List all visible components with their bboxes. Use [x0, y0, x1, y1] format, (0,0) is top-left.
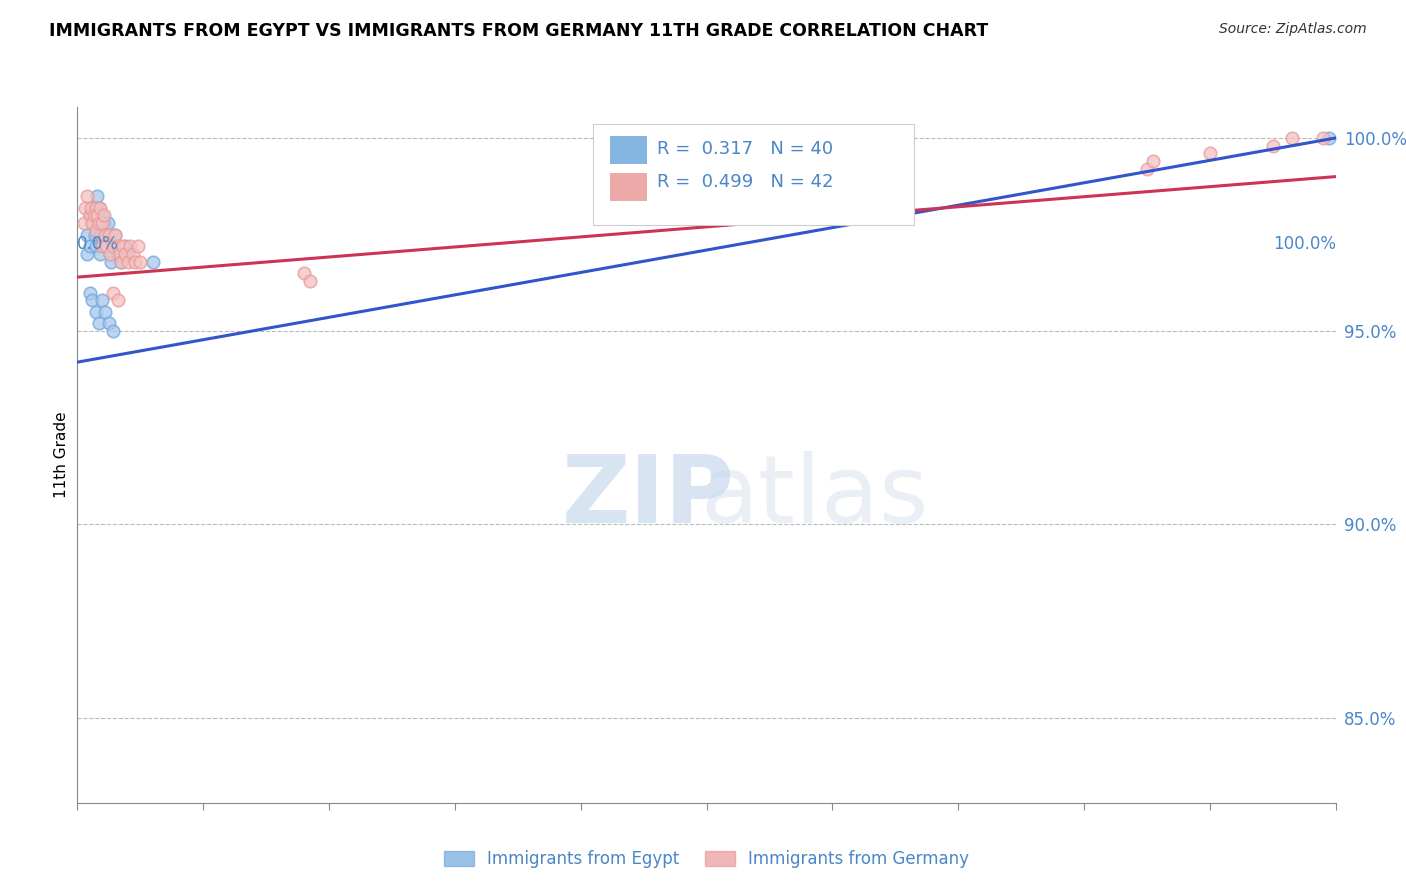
Text: 0.0%: 0.0% [77, 235, 120, 253]
Y-axis label: 11th Grade: 11th Grade [53, 411, 69, 499]
Bar [610, 136, 647, 164]
Text: R =  0.317   N = 40: R = 0.317 N = 40 [658, 140, 834, 159]
Legend: Immigrants from Egypt, Immigrants from Germany: Immigrants from Egypt, Immigrants from G… [437, 843, 976, 874]
FancyBboxPatch shape [593, 124, 914, 226]
Text: IMMIGRANTS FROM EGYPT VS IMMIGRANTS FROM GERMANY 11TH GRADE CORRELATION CHART: IMMIGRANTS FROM EGYPT VS IMMIGRANTS FROM… [49, 22, 988, 40]
Text: ZIP: ZIP [562, 450, 735, 542]
Bar [610, 173, 647, 201]
Text: Source: ZipAtlas.com: Source: ZipAtlas.com [1219, 22, 1367, 37]
Text: R =  0.499   N = 42: R = 0.499 N = 42 [658, 173, 834, 191]
Text: atlas: atlas [700, 450, 928, 542]
Text: 100.0%: 100.0% [1272, 235, 1336, 253]
